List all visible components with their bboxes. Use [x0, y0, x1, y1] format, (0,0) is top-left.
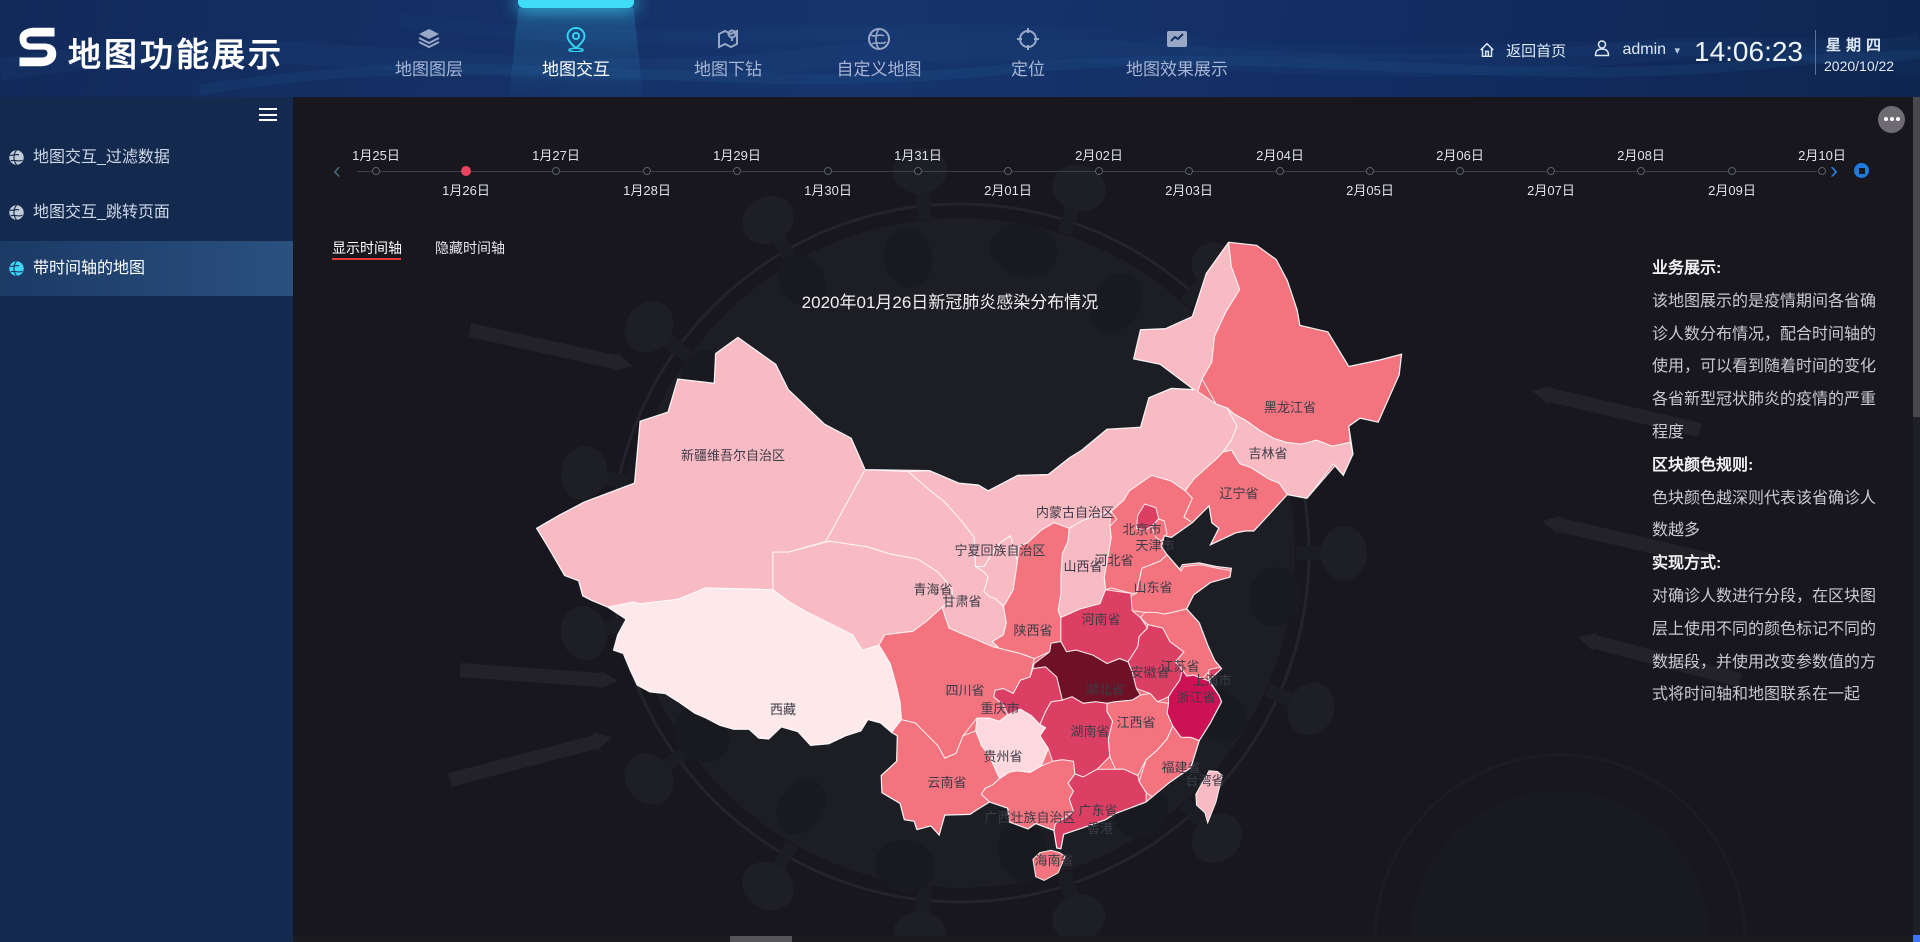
svg-text:广东省: 广东省: [1078, 803, 1117, 818]
svg-text:西藏: 西藏: [770, 702, 796, 717]
svg-text:云南省: 云南省: [927, 775, 966, 790]
svg-text:辽宁省: 辽宁省: [1219, 486, 1258, 501]
svg-text:湖北省: 湖北省: [1085, 682, 1124, 697]
svg-text:浙江省: 浙江省: [1176, 690, 1215, 705]
svg-text:贵州省: 贵州省: [983, 749, 1022, 764]
svg-text:河南省: 河南省: [1081, 612, 1120, 627]
svg-text:山西省: 山西省: [1063, 559, 1102, 574]
svg-text:黑龙江省: 黑龙江省: [1264, 400, 1316, 415]
svg-text:山东省: 山东省: [1133, 580, 1172, 595]
svg-text:吉林省: 吉林省: [1248, 446, 1287, 461]
svg-text:四川省: 四川省: [945, 683, 984, 698]
svg-text:江苏省: 江苏省: [1160, 659, 1199, 674]
svg-text:陕西省: 陕西省: [1013, 623, 1052, 638]
svg-text:宁夏回族自治区: 宁夏回族自治区: [954, 543, 1045, 558]
svg-text:台湾省: 台湾省: [1185, 773, 1224, 788]
svg-text:安徽省: 安徽省: [1130, 665, 1169, 680]
svg-text:河北省: 河北省: [1094, 553, 1133, 568]
svg-text:湖南省: 湖南省: [1070, 724, 1109, 739]
svg-text:香港: 香港: [1087, 821, 1113, 836]
svg-text:甘肃省: 甘肃省: [942, 594, 981, 609]
svg-text:广西壮族自治区: 广西壮族自治区: [984, 810, 1075, 825]
svg-text:重庆市: 重庆市: [980, 701, 1019, 716]
svg-text:海南省: 海南省: [1034, 853, 1073, 868]
svg-text:内蒙古自治区: 内蒙古自治区: [1036, 505, 1114, 520]
svg-text:上海市: 上海市: [1192, 673, 1231, 688]
svg-text:福建省: 福建省: [1161, 760, 1200, 775]
svg-text:江西省: 江西省: [1116, 715, 1155, 730]
svg-text:新疆维吾尔自治区: 新疆维吾尔自治区: [681, 448, 785, 463]
svg-text:天津市: 天津市: [1135, 538, 1174, 553]
svg-text:北京市: 北京市: [1122, 522, 1161, 537]
svg-text:青海省: 青海省: [913, 582, 952, 597]
